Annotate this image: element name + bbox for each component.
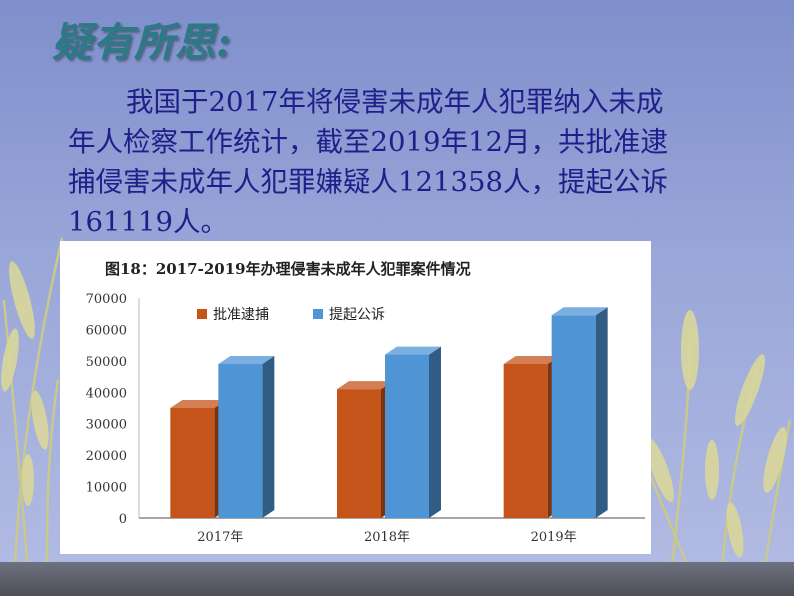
x-tick-label: 2019年 bbox=[531, 530, 577, 545]
y-tick-label: 0 bbox=[119, 512, 127, 527]
bar bbox=[218, 364, 263, 518]
bar-top bbox=[503, 356, 560, 364]
bar bbox=[170, 408, 215, 518]
bar-top bbox=[385, 346, 441, 355]
bar bbox=[503, 364, 548, 518]
legend-label: 提起公诉 bbox=[329, 307, 385, 323]
y-tick-label: 70000 bbox=[86, 292, 127, 307]
y-tick-label: 60000 bbox=[86, 323, 127, 338]
bar bbox=[385, 354, 429, 518]
bar-top bbox=[170, 400, 227, 408]
x-tick-label: 2017年 bbox=[197, 530, 243, 545]
chart-title: 图18：2017-2019年办理侵害未成年人犯罪案件情况 bbox=[105, 260, 471, 278]
ground-strip bbox=[0, 562, 794, 596]
slide-paragraph: 我国于2017年将侵害未成年人犯罪纳入未成年人检察工作统计，截至2019年12月… bbox=[68, 86, 668, 238]
bar-chart: 图18：2017-2019年办理侵害未成年人犯罪案件情况 0 10000 20000 3… bbox=[86, 260, 645, 545]
bar-side bbox=[429, 346, 441, 518]
bar-top bbox=[337, 381, 393, 390]
bar bbox=[337, 389, 381, 518]
y-tick-label: 50000 bbox=[86, 355, 127, 370]
bar-side bbox=[262, 356, 275, 518]
x-tick-label: 2018年 bbox=[364, 530, 410, 545]
legend-swatch bbox=[313, 309, 323, 319]
bar-top bbox=[551, 307, 608, 316]
slide-title: 疑有所思: bbox=[52, 19, 232, 66]
chart-panel: 图18：2017-2019年办理侵害未成年人犯罪案件情况 0 10000 20000 3… bbox=[60, 241, 651, 554]
legend-swatch bbox=[197, 309, 207, 319]
bar-top bbox=[218, 356, 275, 364]
bar-side bbox=[595, 307, 608, 518]
y-tick-label: 20000 bbox=[86, 449, 127, 464]
y-tick-label: 30000 bbox=[86, 418, 127, 433]
y-tick-label: 10000 bbox=[86, 481, 127, 496]
y-tick-label: 40000 bbox=[86, 386, 127, 401]
legend-label: 批准逮捕 bbox=[213, 307, 269, 323]
bar bbox=[551, 315, 596, 518]
